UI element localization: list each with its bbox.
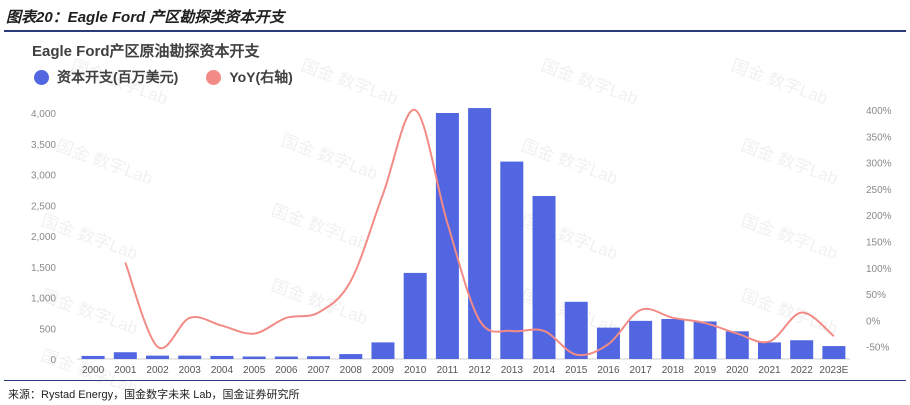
y-tick-label: 500 — [39, 324, 56, 335]
chart-legend: 资本开支(百万美元) YoY(右轴) — [34, 67, 321, 87]
bar — [435, 113, 459, 359]
bar — [693, 321, 717, 359]
x-tick-label: 2022 — [791, 365, 814, 376]
y2-tick-label: 350% — [866, 132, 892, 143]
bar — [339, 354, 363, 359]
y-tick-label: 0 — [50, 355, 56, 366]
watermark-text: 国金 数字Lab — [69, 56, 170, 108]
x-tick-label: 2000 — [82, 365, 105, 376]
x-tick-label: 2009 — [372, 365, 395, 376]
y-tick-label: 1,000 — [31, 294, 56, 305]
y2-tick-label: 200% — [866, 211, 892, 222]
bar — [532, 196, 556, 359]
bar — [113, 352, 137, 359]
x-tick-label: 2007 — [307, 365, 330, 376]
x-tick-label: 2003 — [179, 365, 202, 376]
watermark-text: 国金 数字Lab — [269, 201, 370, 253]
x-tick-label: 2010 — [404, 365, 427, 376]
x-tick-label: 2005 — [243, 365, 266, 376]
bar — [274, 356, 298, 359]
watermark-text: 国金 数字Lab — [539, 56, 640, 108]
watermark-text: 国金 数字Lab — [279, 131, 380, 183]
bar — [822, 346, 846, 359]
x-tick-label: 2014 — [533, 365, 556, 376]
x-tick-label: 2020 — [726, 365, 749, 376]
watermark-text: 国金 数字Lab — [299, 56, 400, 108]
bar — [725, 331, 749, 359]
bar — [629, 320, 653, 359]
y2-tick-label: 150% — [866, 238, 892, 249]
y2-tick-label: 0% — [866, 316, 881, 327]
watermark-text: 国金 数字Lab — [739, 286, 840, 338]
bar — [146, 355, 170, 359]
bar — [403, 272, 427, 359]
legend-label-yoy: YoY(右轴) — [229, 69, 293, 85]
bar — [757, 342, 781, 359]
y-tick-label: 3,000 — [31, 171, 56, 182]
y2-tick-label: 300% — [866, 159, 892, 170]
bar — [307, 356, 331, 359]
watermark-text: 国金 数字Lab — [519, 136, 620, 188]
bar — [178, 355, 202, 359]
x-tick-label: 2008 — [340, 365, 363, 376]
watermark-text: 国金 数字Lab — [729, 56, 830, 108]
x-tick-label: 2016 — [597, 365, 620, 376]
x-tick-label: 2013 — [501, 365, 524, 376]
bar — [242, 356, 266, 359]
x-tick-label: 2006 — [275, 365, 298, 376]
x-tick-label: 2019 — [694, 365, 717, 376]
x-tick-label: 2018 — [662, 365, 685, 376]
watermark-text: 国金 数字Lab — [54, 136, 155, 188]
title-rule — [4, 30, 906, 32]
bar — [564, 301, 588, 359]
y-tick-label: 3,500 — [31, 140, 56, 151]
y-tick-label: 4,000 — [31, 109, 56, 120]
y2-tick-label: 50% — [866, 290, 886, 301]
x-tick-label: 2012 — [468, 365, 491, 376]
footer-rule — [4, 380, 906, 381]
x-tick-label: 2004 — [211, 365, 234, 376]
legend-bar-marker — [34, 69, 49, 85]
bar — [790, 340, 814, 359]
y-tick-label: 1,500 — [31, 263, 56, 274]
bar — [468, 108, 492, 359]
watermark-text: 国金 数字Lab — [269, 276, 370, 328]
x-tick-label: 2011 — [437, 365, 459, 376]
y2-tick-label: -50% — [866, 343, 889, 354]
chart-title: Eagle Ford产区原油勘探资本开支 — [32, 43, 260, 60]
x-tick-label: 2015 — [565, 365, 588, 376]
bar — [210, 355, 234, 359]
y2-tick-label: 100% — [866, 264, 892, 275]
x-tick-label: 2023E — [819, 365, 848, 376]
source-note: 来源：Rystad Energy，国金数字未来 Lab，国金证券研究所 — [8, 389, 300, 401]
yoy-line — [124, 108, 835, 357]
watermark-text: 国金 数字Lab — [739, 211, 840, 263]
figure-title: 图表20：Eagle Ford 产区勘探类资本开支 — [6, 9, 285, 26]
bar — [500, 161, 524, 359]
bar — [81, 355, 105, 359]
y2-tick-label: 250% — [866, 185, 892, 196]
x-tick-label: 2002 — [146, 365, 169, 376]
x-tick-label: 2001 — [114, 365, 137, 376]
x-tick-label: 2021 — [758, 365, 781, 376]
x-tick-label: 2017 — [630, 365, 653, 376]
bar — [371, 342, 395, 359]
watermark-text: 国金 数字Lab — [739, 136, 840, 188]
legend-label-capex: 资本开支(百万美元) — [57, 69, 179, 85]
legend-line-marker — [206, 69, 222, 85]
legend-item-capex: 资本开支(百万美元) — [34, 67, 178, 87]
y2-tick-label: 400% — [866, 106, 892, 117]
y-tick-label: 2,500 — [31, 201, 56, 212]
y-tick-label: 2,000 — [31, 232, 56, 243]
legend-item-yoy: YoY(右轴) — [206, 67, 293, 87]
bar — [661, 319, 685, 359]
